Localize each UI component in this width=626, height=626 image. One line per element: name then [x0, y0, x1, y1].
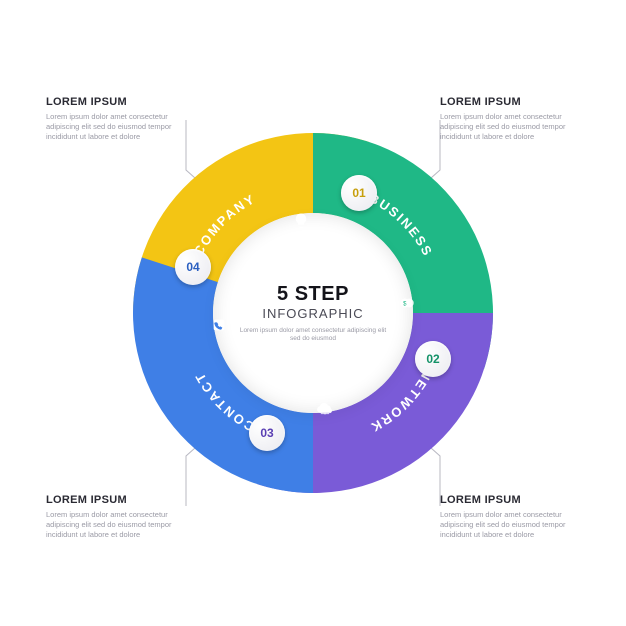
- infographic-stage: COMPANY BUSINESS NETWORK CONTACT 5 STEP …: [0, 0, 626, 626]
- badge-03: 03: [249, 415, 285, 451]
- ring: COMPANY BUSINESS NETWORK CONTACT 5 STEP …: [133, 133, 493, 493]
- callout-company-body: Lorem ipsum dolor amet consectetur adipi…: [46, 112, 186, 142]
- callout-contact-body: Lorem ipsum dolor amet consectetur adipi…: [46, 510, 186, 540]
- phone-icon: [209, 315, 229, 335]
- badge-01-num: 01: [352, 186, 365, 200]
- callout-contact: LOREM IPSUM Lorem ipsum dolor amet conse…: [46, 494, 186, 540]
- center-subtitle: INFOGRAPHIC: [262, 306, 363, 321]
- badge-04: 04: [175, 249, 211, 285]
- center-lorem: Lorem ipsum dolor amet consectetur adipi…: [238, 327, 388, 344]
- callout-business: LOREM IPSUM Lorem ipsum dolor amet conse…: [440, 96, 580, 142]
- callout-network: LOREM IPSUM Lorem ipsum dolor amet conse…: [440, 494, 580, 540]
- coins-icon: $: [397, 293, 417, 313]
- callout-business-title: LOREM IPSUM: [440, 96, 580, 108]
- center-circle: 5 STEP INFOGRAPHIC Lorem ipsum dolor ame…: [213, 213, 413, 413]
- callout-network-title: LOREM IPSUM: [440, 494, 580, 506]
- badge-04-num: 04: [186, 260, 199, 274]
- callout-company-title: LOREM IPSUM: [46, 96, 186, 108]
- bulb-icon: [291, 211, 311, 231]
- center-title: 5 STEP: [277, 283, 349, 306]
- badge-03-num: 03: [260, 426, 273, 440]
- badge-01: 01: [341, 175, 377, 211]
- cloud-icon: [315, 397, 335, 417]
- badge-02: 02: [415, 341, 451, 377]
- callout-company: LOREM IPSUM Lorem ipsum dolor amet conse…: [46, 96, 186, 142]
- callout-contact-title: LOREM IPSUM: [46, 494, 186, 506]
- badge-02-num: 02: [426, 352, 439, 366]
- callout-network-body: Lorem ipsum dolor amet consectetur adipi…: [440, 510, 580, 540]
- callout-business-body: Lorem ipsum dolor amet consectetur adipi…: [440, 112, 580, 142]
